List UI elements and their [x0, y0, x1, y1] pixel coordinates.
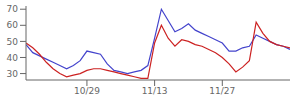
svg-text:60: 60	[8, 20, 18, 30]
svg-text:10/29: 10/29	[74, 86, 100, 96]
svg-text:30: 30	[8, 69, 18, 79]
svg-text:70: 70	[8, 4, 18, 14]
svg-text:50: 50	[8, 37, 18, 47]
svg-text:11/13: 11/13	[142, 86, 168, 96]
svg-text:40: 40	[8, 53, 18, 63]
svg-text:11/27: 11/27	[209, 86, 235, 96]
